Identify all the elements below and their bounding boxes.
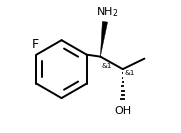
- Text: &1: &1: [101, 63, 111, 68]
- Text: F: F: [32, 38, 39, 51]
- Text: OH: OH: [115, 106, 132, 116]
- Polygon shape: [100, 21, 108, 57]
- Text: &1: &1: [124, 70, 134, 76]
- Text: NH$_2$: NH$_2$: [96, 6, 119, 19]
